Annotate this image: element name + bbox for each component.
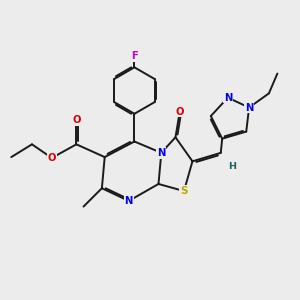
Text: N: N (157, 148, 166, 158)
Text: F: F (131, 51, 138, 61)
Text: N: N (124, 196, 133, 206)
Text: H: H (228, 163, 236, 172)
Text: O: O (176, 107, 184, 117)
Text: S: S (180, 186, 188, 196)
Text: N: N (224, 93, 232, 103)
Text: O: O (72, 115, 81, 125)
Text: N: N (245, 103, 253, 112)
Text: O: O (47, 153, 56, 163)
